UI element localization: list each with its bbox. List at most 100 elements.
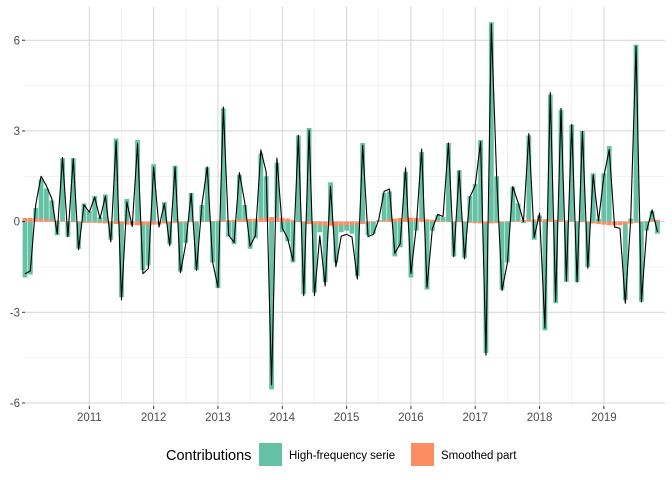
bar-smoothed xyxy=(360,221,366,225)
bar-smoothed xyxy=(81,221,87,223)
bar-smoothed xyxy=(86,221,92,223)
bar-smoothed xyxy=(483,221,489,224)
bar-smoothed xyxy=(301,221,307,224)
bar-smoothed xyxy=(215,220,221,222)
x-tick-label: 2016 xyxy=(398,412,424,424)
bar-high-frequency xyxy=(504,221,510,263)
bar-high-frequency xyxy=(370,221,376,234)
x-tick-label: 2019 xyxy=(591,412,617,424)
bar-high-frequency xyxy=(285,221,291,242)
bar-smoothed xyxy=(135,221,140,226)
bar-high-frequency xyxy=(349,221,355,234)
bar-smoothed xyxy=(236,219,242,222)
bar-smoothed xyxy=(119,221,124,225)
x-tick-label: 2012 xyxy=(141,412,167,424)
bar-high-frequency xyxy=(161,201,167,222)
bar-smoothed xyxy=(167,221,173,224)
y-tick-label: 0 xyxy=(14,217,20,229)
bar-high-frequency xyxy=(86,211,92,222)
bar-high-frequency xyxy=(258,153,264,222)
bar-smoothed xyxy=(424,219,430,222)
bar-smoothed xyxy=(102,221,108,224)
bar-smoothed xyxy=(488,221,494,224)
bar-high-frequency xyxy=(387,191,392,222)
bar-high-frequency xyxy=(606,146,612,222)
bar-smoothed xyxy=(22,217,28,222)
bar-smoothed xyxy=(92,221,98,223)
bar-smoothed xyxy=(242,219,248,222)
bar-high-frequency xyxy=(494,176,500,222)
bar-high-frequency xyxy=(113,138,119,222)
bar-high-frequency xyxy=(515,203,521,222)
bar-high-frequency xyxy=(419,152,425,222)
bar-high-frequency xyxy=(33,208,39,222)
bar-high-frequency xyxy=(392,221,398,257)
bar-smoothed xyxy=(220,220,226,222)
bar-high-frequency xyxy=(236,174,242,222)
bar-high-frequency xyxy=(178,221,183,272)
legend-label-smoothed: Smoothed part xyxy=(441,450,517,462)
bar-high-frequency xyxy=(183,221,189,243)
bar-high-frequency xyxy=(92,195,98,222)
bar-smoothed xyxy=(504,221,510,223)
bar-smoothed xyxy=(49,219,55,222)
bar-high-frequency xyxy=(210,221,216,263)
bar-high-frequency xyxy=(199,204,205,222)
bar-smoothed xyxy=(365,221,371,224)
bar-smoothed xyxy=(408,217,414,222)
bar-high-frequency xyxy=(440,217,446,222)
bar-smoothed xyxy=(226,220,232,222)
bar-high-frequency xyxy=(274,162,280,222)
bar-high-frequency xyxy=(44,188,49,222)
bar-smoothed xyxy=(27,217,33,222)
bar-high-frequency xyxy=(167,221,173,245)
bar-high-frequency xyxy=(644,221,650,231)
bar-smoothed xyxy=(649,220,655,222)
bar-smoothed xyxy=(596,221,601,225)
bar-high-frequency xyxy=(526,135,532,222)
bar-high-frequency xyxy=(638,221,644,302)
bar-smoothed xyxy=(462,221,467,223)
legend-title: Contributions xyxy=(166,448,251,464)
bar-smoothed xyxy=(274,217,280,222)
bar-smoothed xyxy=(328,221,333,226)
bar-high-frequency xyxy=(135,140,140,222)
bar-high-frequency xyxy=(188,192,194,222)
bar-high-frequency xyxy=(553,221,559,304)
bar-smoothed xyxy=(231,219,237,222)
bar-high-frequency xyxy=(574,221,580,283)
bar-high-frequency xyxy=(70,158,76,222)
bar-high-frequency xyxy=(467,195,473,222)
bar-high-frequency xyxy=(344,221,350,231)
bar-high-frequency xyxy=(269,221,274,390)
bar-smoothed xyxy=(140,221,146,226)
legend: Contributions High-frequency serie Smoot… xyxy=(166,443,517,466)
x-tick-label: 2015 xyxy=(334,412,360,424)
bar-high-frequency xyxy=(301,221,307,295)
bar-smoothed xyxy=(381,220,387,222)
bar-high-frequency xyxy=(338,221,344,233)
bar-high-frequency xyxy=(328,182,333,222)
bar-high-frequency xyxy=(306,127,312,222)
bar-smoothed xyxy=(569,221,575,222)
bar-high-frequency xyxy=(435,215,441,222)
legend-key-smoothed xyxy=(411,443,434,466)
bar-smoothed xyxy=(285,218,291,222)
bar-smoothed xyxy=(478,221,484,224)
bar-smoothed xyxy=(54,220,60,222)
bar-smoothed xyxy=(574,221,580,223)
y-tick-label: 6 xyxy=(14,35,20,47)
bar-high-frequency xyxy=(76,221,82,249)
bar-high-frequency xyxy=(231,221,237,245)
bar-high-frequency xyxy=(27,221,33,275)
bar-high-frequency xyxy=(655,221,660,234)
bar-high-frequency xyxy=(499,221,505,290)
bar-high-frequency xyxy=(429,221,435,231)
bar-smoothed xyxy=(279,217,285,222)
bar-smoothed xyxy=(397,217,403,222)
bar-smoothed xyxy=(258,217,264,222)
bar-smoothed xyxy=(124,221,130,225)
total-line xyxy=(24,23,659,386)
bar-high-frequency xyxy=(295,135,301,222)
bar-smoothed xyxy=(306,221,312,225)
